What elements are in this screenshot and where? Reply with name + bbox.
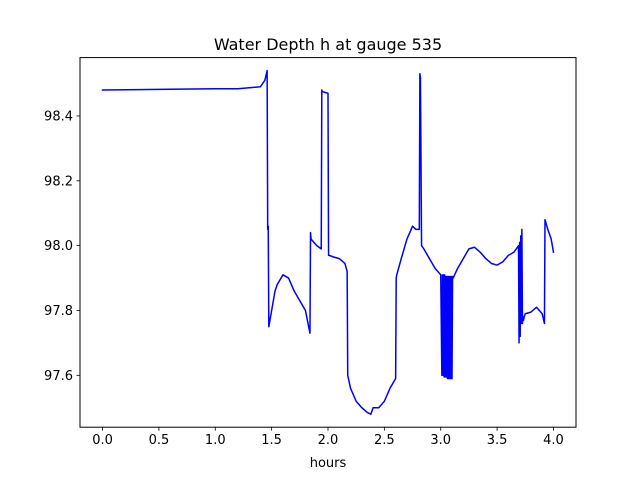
- x-tick-label: 0.0: [92, 433, 113, 448]
- plot-frame: [79, 57, 577, 428]
- x-tick-label: 3.0: [430, 433, 451, 448]
- y-tick-label: 98.2: [44, 174, 73, 189]
- x-tick-label: 3.5: [487, 433, 508, 448]
- x-tick-label: 0.5: [149, 433, 170, 448]
- x-tick-label: 2.0: [318, 433, 339, 448]
- y-tick-label: 97.8: [44, 304, 73, 319]
- x-tick-label: 4.0: [543, 433, 564, 448]
- x-tick-label: 1.5: [261, 433, 282, 448]
- y-tick-label: 97.6: [44, 369, 73, 384]
- series-line-0: [101, 69, 555, 415]
- x-axis-label: hours: [310, 456, 347, 471]
- y-axis-ticks: 97.6 97.8 98.0 98.2 98.4: [44, 109, 80, 384]
- plot-layer: [101, 69, 555, 415]
- y-tick-label: 98.4: [44, 109, 73, 124]
- x-axis-ticks: 0.0 0.5 1.0 1.5 2.0 2.5 3.0 3.5 4.0: [92, 427, 564, 448]
- x-tick-label: 1.0: [205, 433, 226, 448]
- x-tick-label: 2.5: [374, 433, 395, 448]
- y-tick-label: 98.0: [44, 239, 73, 254]
- chart-title: Water Depth h at gauge 535: [214, 35, 442, 54]
